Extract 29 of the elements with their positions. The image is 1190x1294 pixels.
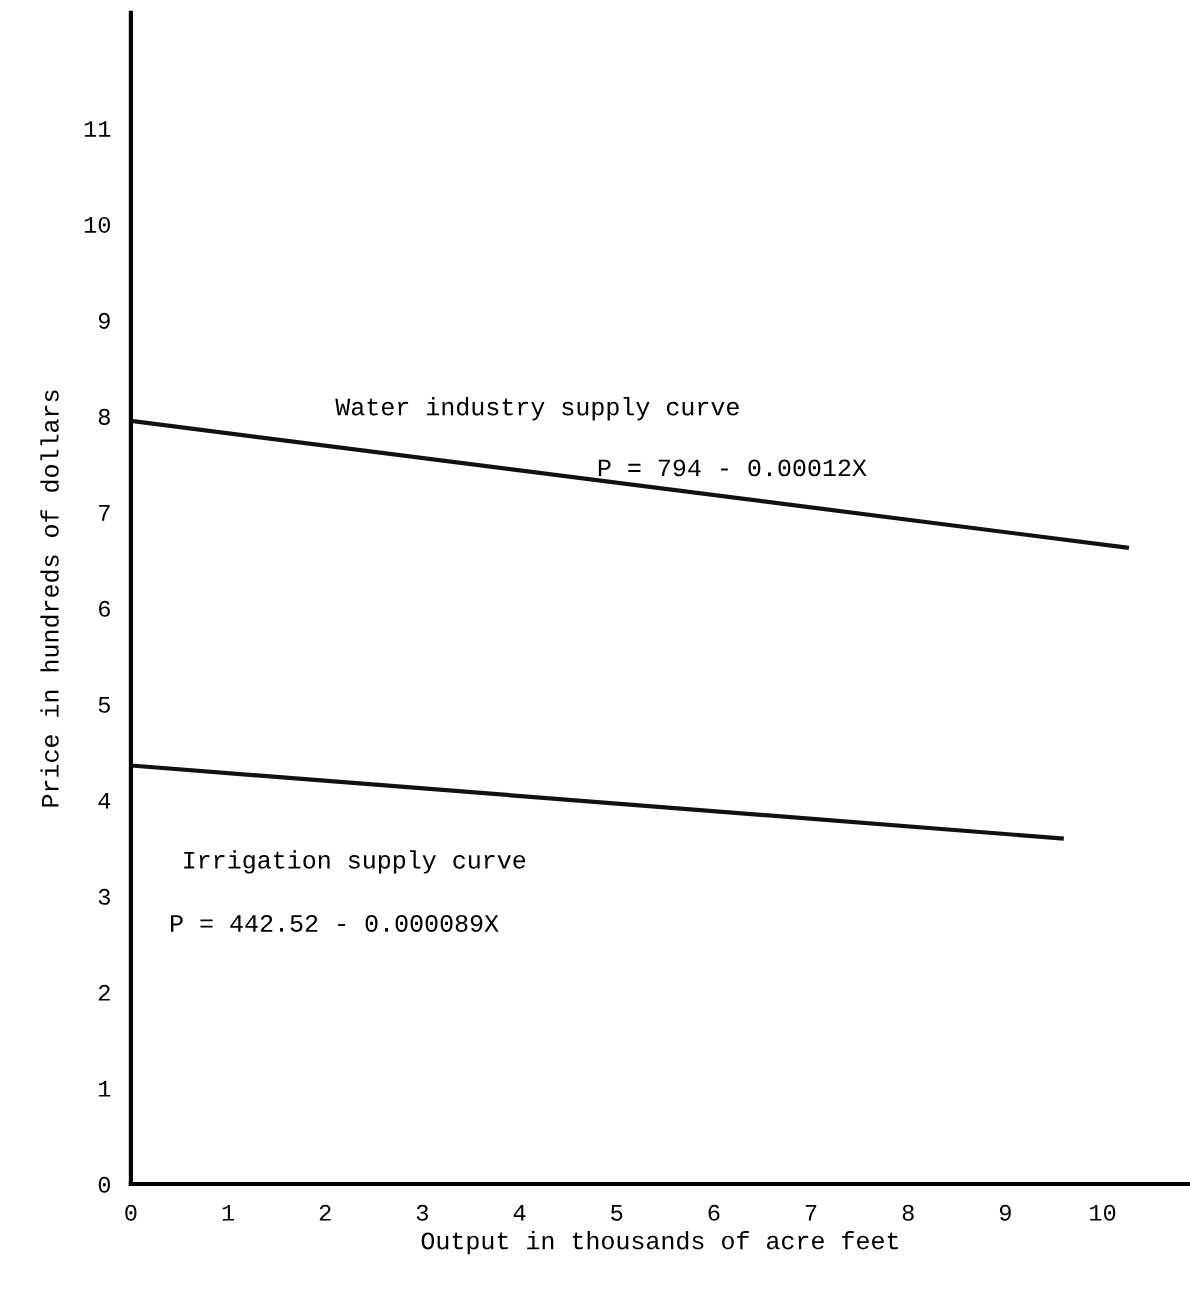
y-tick-label: 6 (99, 600, 110, 617)
x-tick-label: 9 (999, 1204, 1011, 1221)
x-tick-label: 8 (902, 1204, 914, 1221)
annotation: Irrigation supply curve (184, 850, 526, 874)
y-tick-label: 5 (98, 697, 110, 713)
y-tick-label: 0 (98, 1176, 110, 1193)
y-tick-label: 11 (84, 121, 111, 137)
x-tick-label: 7 (805, 1205, 817, 1221)
x-axis-title: Output in thousands of acre feet (421, 1231, 898, 1255)
y-tick-label: 9 (98, 312, 110, 329)
y-tick-label: 7 (99, 505, 110, 521)
x-tick-label: 6 (708, 1204, 720, 1221)
x-tick-label: 2 (319, 1204, 331, 1221)
y-tick-label: 1 (98, 1081, 111, 1097)
x-tick-label: 5 (611, 1205, 623, 1221)
annotation: Water industry supply curve (335, 397, 739, 421)
y-tick-label: 2 (98, 984, 110, 1001)
x-tick-label: 0 (125, 1204, 137, 1221)
annotation: P = 442.52 - 0.000089X (171, 914, 499, 932)
y-axis-title: Price in hundreds of dollars (40, 390, 59, 807)
y-tick-label: 8 (98, 408, 110, 425)
y-tick-label: 10 (84, 216, 110, 233)
x-tick-label: 3 (416, 1204, 428, 1221)
y-tick-label: 4 (98, 793, 111, 809)
x-tick-label: 4 (513, 1205, 526, 1221)
y-tick-label: 3 (98, 888, 110, 905)
x-tick-label: 10 (1090, 1204, 1116, 1221)
annotation: P = 794 - 0.00012X (598, 459, 867, 477)
x-tick-label: 1 (222, 1205, 235, 1221)
